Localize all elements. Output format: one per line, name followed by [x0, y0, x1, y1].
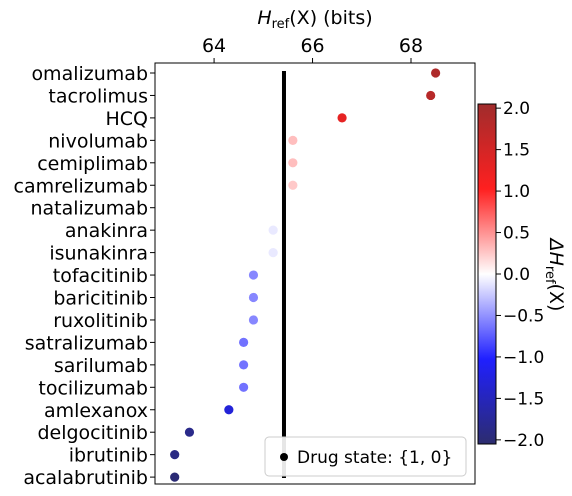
colorbar-tick-label: 1.5 — [503, 141, 530, 161]
y-tick-label: delgocitinib — [37, 422, 148, 444]
colorbar-label-suffix: (X) — [545, 284, 567, 312]
y-tick-label: camrelizumab — [14, 175, 148, 197]
y-tick-label: ibrutinib — [69, 445, 148, 467]
legend-box — [264, 436, 467, 477]
data-point — [170, 450, 180, 460]
colorbar-tick-label: −2.0 — [503, 431, 544, 451]
x-axis-label-sub: ref — [272, 17, 290, 32]
data-point — [239, 382, 249, 392]
data-point — [248, 292, 259, 303]
colorbar-gradient — [477, 103, 497, 445]
data-point — [224, 405, 234, 415]
colorbar-tick-label: 0.5 — [503, 224, 530, 244]
legend-marker — [280, 453, 288, 461]
legend: Drug state: {1, 0} — [264, 436, 467, 477]
colorbar-tick-label: 0.0 — [503, 265, 530, 285]
colorbar-tick-label: 1.0 — [503, 182, 530, 202]
x-axis-label-suffix: (X) (bits) — [289, 7, 372, 29]
y-tick-label: anakinra — [65, 220, 148, 242]
legend-label: Drug state: {1, 0} — [297, 448, 452, 468]
colorbar-tick-label: 2.0 — [503, 99, 530, 119]
colorbar-tick-label: −1.5 — [503, 389, 544, 409]
colorbar-tick-label: −0.5 — [503, 306, 544, 326]
data-point — [239, 337, 249, 347]
data-point — [288, 158, 298, 168]
x-axis-label-prefix: H — [257, 7, 271, 29]
y-tick-label: nivolumab — [48, 130, 148, 152]
data-point — [184, 427, 195, 437]
y-tick-label: omalizumab — [31, 63, 148, 85]
y-tick-label: sarilumab — [54, 355, 148, 377]
y-tick-label: acalabrutinib — [23, 467, 148, 489]
y-tick-label: ruxolitinib — [53, 310, 148, 332]
y-tick-label: natalizumab — [30, 198, 148, 220]
y-tick-label: isunakinra — [49, 243, 148, 265]
data-point — [248, 270, 259, 280]
y-tick-label: tocilizumab — [38, 377, 148, 399]
y-tick-label: tacrolimus — [48, 85, 148, 107]
data-point — [268, 248, 278, 258]
x-axis-label: Href(X) (bits) — [257, 7, 372, 32]
plot-frame — [154, 62, 476, 485]
y-tick-label: tofacitinib — [53, 265, 148, 287]
colorbar-label-prefix: ΔH — [545, 237, 567, 266]
data-point — [288, 180, 298, 190]
data-point — [288, 135, 298, 145]
y-tick-label: satralizumab — [25, 332, 148, 354]
colorbar-label-sub: ref — [542, 266, 557, 284]
y-tick-label: HCQ — [105, 108, 148, 130]
data-point — [239, 360, 249, 370]
colorbar: 2.0 1.5 1.0 0.5 0.0 −0.5 −1.0 −1.5 −2.0 ΔHref(X) — [477, 99, 567, 451]
y-tick-label: baricitinib — [53, 288, 148, 310]
x-tick-label: 64 — [202, 35, 226, 57]
plot-area: 64 66 68 omalizumabtacrolimusHCQnivolumabce… — [14, 35, 441, 489]
x-tick-label: 66 — [300, 35, 324, 57]
data-point — [248, 315, 259, 325]
y-tick-label: amlexanox — [44, 400, 148, 422]
colorbar-label: ΔHref(X) — [542, 237, 567, 312]
data-point — [170, 472, 180, 482]
data-point — [431, 68, 441, 78]
colorbar-tick-label: −1.0 — [503, 348, 544, 368]
data-point — [337, 113, 347, 123]
data-point — [268, 225, 278, 235]
y-tick-label: cemiplimab — [37, 153, 148, 175]
data-point — [426, 90, 436, 101]
x-tick-label: 68 — [399, 35, 423, 57]
